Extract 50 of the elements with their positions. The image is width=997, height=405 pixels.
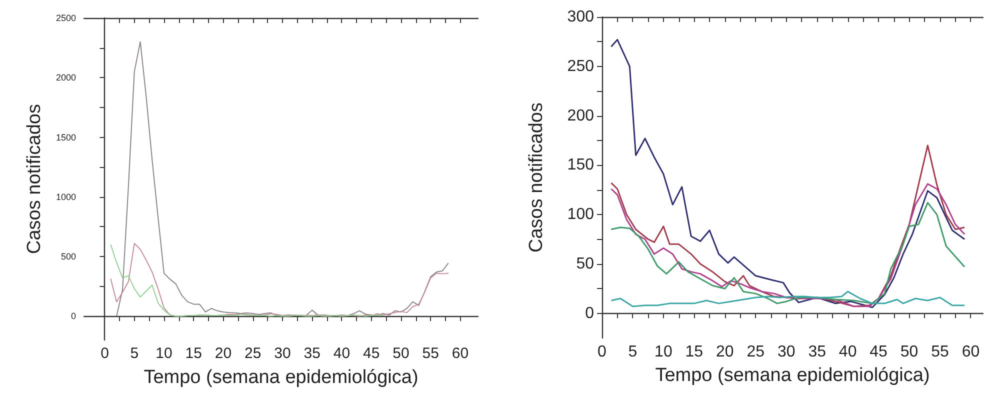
line-series [116, 41, 449, 317]
y-tick-label: 100 [567, 206, 594, 224]
y-tick-label: 300 [567, 8, 594, 26]
line-series [610, 183, 966, 308]
y-tick-label: 250 [567, 58, 594, 75]
x-tick-label: 0 [100, 345, 109, 362]
y-tick-label: 50 [576, 255, 594, 272]
x-tick-label: 30 [274, 345, 291, 362]
y-tick-label: 0 [70, 311, 76, 322]
x-tick-label: 50 [900, 344, 918, 360]
y-tick-label: 150 [567, 156, 594, 174]
x-tick-label: 40 [333, 345, 350, 362]
x-tick-label: 5 [130, 345, 139, 362]
x-tick-label: 60 [452, 345, 469, 362]
y-tick-label: 2000 [56, 72, 76, 83]
x-tick-label: 15 [185, 345, 202, 362]
y-axis-title: Casos notificados [24, 104, 45, 254]
x-axis-title: Tempo (semana epidemiológica) [655, 365, 930, 386]
x-tick-label: 0 [598, 344, 607, 360]
y-tick-label: 1000 [56, 192, 76, 202]
line-series [610, 144, 966, 308]
x-tick-label: 15 [685, 344, 704, 360]
x-tick-label: 20 [716, 344, 734, 360]
line-series [110, 244, 384, 317]
x-tick-label: 45 [870, 344, 888, 360]
y-axis-title: Casos notificados [526, 102, 547, 252]
x-tick-label: 45 [363, 345, 380, 362]
y-tick-label: 2500 [56, 13, 76, 23]
x-tick-label: 35 [304, 345, 320, 362]
x-tick-label: 50 [392, 345, 410, 362]
x-tick-label: 60 [962, 344, 980, 360]
x-tick-label: 35 [808, 344, 826, 360]
x-tick-label: 30 [777, 344, 796, 360]
line-series [610, 38, 966, 308]
x-tick-label: 10 [654, 344, 672, 360]
x-tick-label: 25 [746, 344, 765, 360]
y-tick-label: 200 [567, 107, 594, 124]
x-tick-label: 55 [931, 344, 949, 360]
x-tick-label: 55 [422, 345, 439, 362]
y-tick-label: 1500 [56, 132, 76, 142]
line-series [610, 290, 966, 308]
x-tick-label: 40 [838, 344, 857, 360]
x-tick-label: 25 [244, 345, 262, 362]
x-tick-label: 20 [214, 345, 232, 362]
y-tick-label: 0 [585, 304, 594, 322]
x-tick-label: 5 [628, 344, 638, 360]
x-tick-label: 10 [156, 345, 172, 362]
line-series [610, 202, 966, 304]
x-axis-title: Tempo (semana epidemiológica) [144, 367, 418, 388]
y-tick-label: 500 [60, 252, 76, 262]
